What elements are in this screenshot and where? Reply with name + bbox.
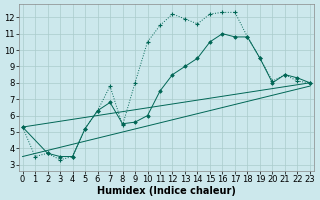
X-axis label: Humidex (Indice chaleur): Humidex (Indice chaleur) (97, 186, 236, 196)
